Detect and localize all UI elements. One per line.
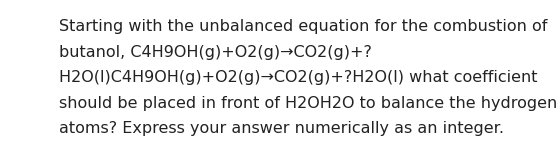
Text: should be placed in front of H2OH2O to balance the hydrogen: should be placed in front of H2OH2O to b… <box>59 96 557 111</box>
Text: butanol, C4H9OH(g)+O2(g)→CO2(g)+?: butanol, C4H9OH(g)+O2(g)→CO2(g)+? <box>59 45 372 60</box>
Text: atoms? Express your answer numerically as an integer.: atoms? Express your answer numerically a… <box>59 121 503 136</box>
Text: H2O(l)C4H9OH(g)+O2(g)→CO2(g)+?H2O(l) what coefficient: H2O(l)C4H9OH(g)+O2(g)→CO2(g)+?H2O(l) wha… <box>59 70 537 85</box>
Text: Starting with the unbalanced equation for the combustion of: Starting with the unbalanced equation fo… <box>59 19 547 34</box>
